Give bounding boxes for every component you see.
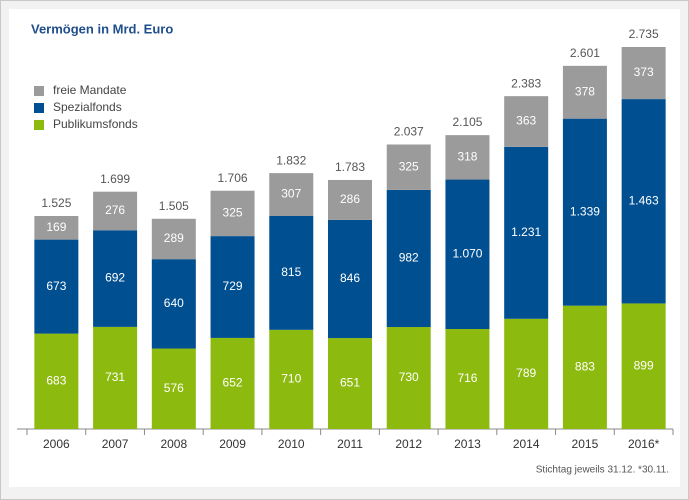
bar-segment [210,190,255,237]
total-label: 2.735 [629,27,659,41]
value-label: 378 [575,84,595,98]
x-tick-label: 2014 [513,437,540,451]
bar-segment [151,259,196,349]
bar-segment [504,146,549,319]
total-label: 1.706 [218,171,248,185]
value-label: 692 [105,271,125,285]
bar-segment [269,216,314,330]
value-label: 710 [281,372,301,386]
value-label: 789 [516,366,536,380]
value-label: 1.463 [629,193,659,207]
bar-segment [621,99,666,304]
value-label: 815 [281,265,301,279]
value-label: 276 [105,203,125,217]
bar-segment [34,239,79,334]
bar-segment [445,135,490,180]
total-label: 2.105 [452,115,482,129]
value-label: 318 [457,150,477,164]
value-label: 576 [164,381,184,395]
value-label: 731 [105,370,125,384]
total-label: 1.699 [100,172,130,186]
bar-segment [328,179,372,220]
legend-label: freie Mandate [53,83,127,97]
bar-segment [269,329,314,429]
total-label: 1.832 [276,153,306,167]
value-label: 1.070 [452,246,482,260]
value-label: 640 [164,296,184,310]
x-tick-label: 2013 [454,437,481,451]
value-label: 363 [516,114,536,128]
legend-swatch [34,120,44,130]
bar-segment [151,348,196,429]
bar-segment [34,333,79,429]
bar-segment [621,303,666,429]
total-label: 1.505 [159,199,189,213]
bar-segment [151,218,196,260]
bar-segment [621,47,666,100]
value-label: 683 [46,373,66,387]
value-label: 652 [223,376,243,390]
value-label: 673 [46,279,66,293]
value-label: 325 [399,159,419,173]
value-label: 982 [399,251,419,265]
bar-segment [445,328,490,429]
value-label: 286 [340,192,360,206]
total-label: 1.525 [41,196,71,210]
bar-segment [562,305,607,429]
total-label: 1.783 [335,160,365,174]
x-tick-label: 2011 [337,437,363,451]
value-label: 1.339 [570,204,600,218]
bar-segment [269,173,314,217]
bar-segment [328,219,372,339]
bar-segment [93,191,138,231]
x-tick-label: 2010 [278,437,305,451]
value-label: 169 [46,220,66,234]
value-label: 899 [634,358,654,372]
total-label: 2.037 [394,125,424,139]
value-label: 289 [164,231,184,245]
bar-segment [445,179,490,329]
chart-title: Vermögen in Mrd. Euro [31,21,173,36]
bar-segment [562,65,607,119]
x-tick-label: 2015 [572,437,599,451]
bar-segment [504,318,549,429]
bar-segment [34,216,79,240]
footnote: Stichtag jeweils 31.12. *30.11. [536,465,669,476]
bar-segment [386,327,431,429]
bar-segment [386,189,431,328]
value-label: 883 [575,360,595,374]
bar-segment [93,230,138,327]
x-tick-label: 2016* [628,437,660,451]
value-label: 729 [223,279,243,293]
bar-segment [328,338,372,429]
x-tick-label: 2012 [395,437,422,451]
value-label: 1.231 [511,225,541,239]
value-label: 325 [223,206,243,220]
legend-label: Spezialfonds [53,100,122,114]
value-label: 716 [457,371,477,385]
bar-segment [210,236,255,338]
bar-segment [386,144,431,190]
x-tick-label: 2009 [219,437,246,451]
x-tick-label: 2006 [43,437,70,451]
total-label: 2.383 [511,76,541,90]
legend-label: Publikumsfonds [53,117,138,131]
value-label: 307 [281,187,301,201]
legend-swatch [34,103,44,113]
total-label: 2.601 [570,46,600,60]
bar-segment [93,326,138,429]
value-label: 846 [340,271,360,285]
bar-segment [504,96,549,147]
x-tick-label: 2008 [160,437,187,451]
value-label: 651 [340,376,360,390]
bar-segment [210,337,255,429]
x-tick-label: 2007 [102,437,129,451]
value-label: 730 [399,370,419,384]
value-label: 373 [634,65,654,79]
legend-swatch [34,86,44,96]
bar-segment [562,118,607,306]
